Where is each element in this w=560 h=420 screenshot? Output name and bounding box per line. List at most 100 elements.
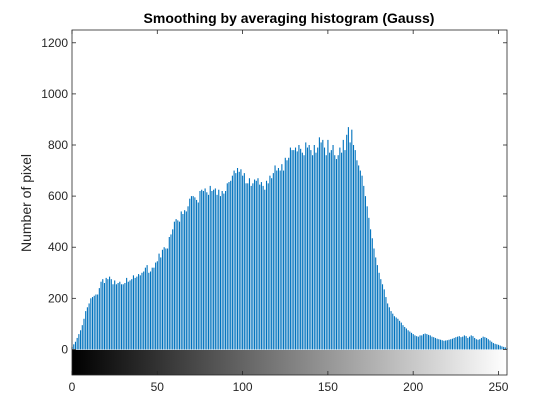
bar [236, 168, 239, 350]
bar [95, 294, 97, 350]
bar [262, 185, 264, 350]
bar [296, 151, 298, 350]
bar [80, 330, 82, 350]
bar [213, 189, 215, 350]
bar [475, 339, 477, 350]
bar [330, 150, 332, 350]
bar [455, 337, 457, 350]
bar [376, 265, 378, 350]
bar [335, 159, 338, 350]
x-tick-label: 50 [151, 380, 165, 394]
bar [342, 139, 344, 350]
bar [240, 169, 242, 350]
bar [497, 344, 500, 350]
bar [172, 229, 174, 350]
x-tick-label: 0 [69, 380, 76, 394]
bar [136, 276, 138, 350]
bar [351, 129, 353, 350]
bar [480, 337, 483, 350]
bar [371, 238, 373, 350]
bar [392, 313, 394, 350]
bar [429, 335, 431, 350]
grayscale-colorbar [72, 349, 507, 375]
bar [233, 170, 235, 350]
bar [318, 137, 320, 350]
bar [119, 281, 121, 350]
bar [170, 234, 172, 350]
y-tick-label: 600 [48, 189, 68, 203]
y-tick-label: 1000 [41, 87, 68, 101]
plot-frame [71, 29, 508, 376]
bar [149, 271, 152, 350]
bar [470, 335, 472, 350]
bar [173, 221, 175, 350]
bar [91, 297, 94, 350]
bar [218, 189, 220, 350]
bar [356, 160, 358, 350]
bar [322, 139, 324, 350]
bar [279, 170, 281, 350]
bar [209, 185, 211, 350]
bar [247, 183, 249, 350]
bar [334, 155, 336, 350]
bar [412, 334, 414, 350]
bar [349, 142, 351, 350]
plot-background [72, 30, 507, 375]
bar [225, 191, 227, 350]
bar [305, 142, 307, 350]
bar [446, 340, 448, 350]
axis-ticks: 0 50 100 150 200 250 0 200 400 600 800 1000 1200 [41, 30, 509, 394]
bar [180, 211, 182, 350]
bar [97, 294, 99, 350]
bar [482, 336, 484, 350]
bar [226, 183, 228, 350]
bar [499, 345, 501, 350]
bar [127, 281, 129, 350]
bar [189, 198, 191, 350]
bar [344, 150, 346, 350]
bar [434, 337, 436, 350]
bar [310, 150, 312, 350]
bar [146, 265, 148, 350]
bar [131, 279, 133, 350]
bar [178, 221, 181, 350]
bar [400, 322, 402, 350]
bar [433, 337, 435, 350]
bar [132, 275, 135, 350]
bar [254, 179, 256, 350]
bar [381, 284, 384, 350]
bar [501, 346, 503, 350]
x-tick-label: 200 [403, 380, 423, 394]
bar [364, 196, 367, 350]
bar [426, 334, 428, 350]
bar [163, 247, 165, 350]
bar [424, 333, 426, 350]
bar [271, 178, 273, 350]
bar [359, 170, 361, 350]
bar [332, 145, 334, 350]
bar [151, 267, 153, 350]
bar [274, 165, 276, 350]
bar [395, 317, 397, 350]
bar [211, 191, 213, 350]
bar [288, 157, 290, 350]
y-tick-label: 1200 [41, 36, 68, 50]
bar [504, 347, 506, 350]
bar [397, 318, 399, 350]
bar [265, 180, 268, 350]
bar [428, 334, 430, 350]
bar [294, 147, 297, 350]
bar [110, 279, 112, 350]
bar [216, 194, 218, 350]
bar [399, 320, 401, 350]
bar [494, 343, 496, 350]
bar [269, 175, 271, 350]
y-axis-label: Number of pixel [18, 154, 34, 252]
bar [155, 262, 157, 350]
bar [267, 183, 269, 350]
y-tick-label: 400 [48, 240, 68, 254]
bar [380, 279, 382, 350]
bar [458, 336, 460, 350]
bar [313, 145, 315, 350]
